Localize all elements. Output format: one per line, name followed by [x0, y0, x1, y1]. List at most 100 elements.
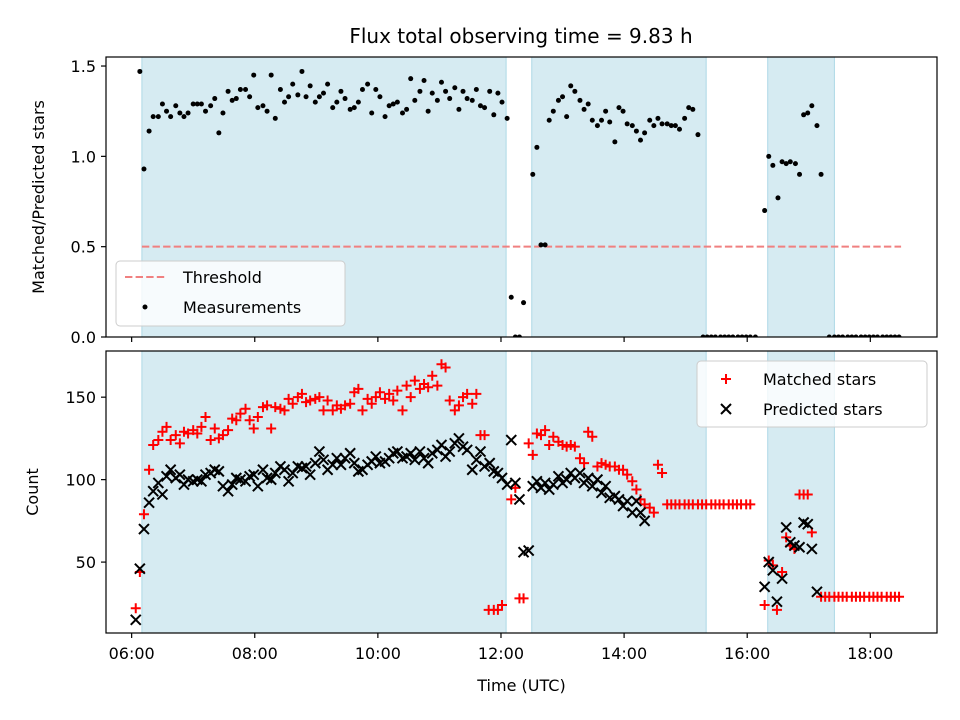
measurement-point	[577, 97, 583, 103]
measurement-point	[194, 101, 200, 107]
measurement-point	[743, 334, 749, 337]
predicted-star-point	[278, 464, 291, 476]
predicted-star-point	[811, 586, 823, 598]
bottom-series-predicted-stars	[130, 432, 823, 626]
matched-star-point	[209, 423, 220, 434]
measurement-point	[730, 334, 736, 337]
predicted-star-point	[331, 452, 343, 464]
measurement-point	[686, 105, 692, 111]
matched-star-point	[231, 415, 242, 426]
measurement-point	[668, 123, 674, 129]
measurement-point	[438, 79, 444, 85]
measurement-point	[303, 94, 309, 100]
bottom-ytick-label: 150	[65, 388, 96, 407]
matched-star-point	[423, 382, 434, 393]
measurement-point	[655, 115, 661, 121]
predicted-star-point	[422, 457, 434, 469]
measurement-point	[491, 112, 497, 118]
measurement-point	[853, 334, 859, 337]
matched-star-point	[392, 385, 403, 396]
measurement-point	[581, 106, 587, 112]
measurement-point	[607, 119, 613, 125]
measurement-point	[286, 94, 292, 100]
measurement-point	[351, 105, 357, 111]
top-ytick-label: 1.0	[71, 147, 96, 166]
legend-measurements-label: Measurements	[183, 298, 301, 317]
predicted-star-point	[138, 523, 150, 535]
matched-star-point	[200, 411, 211, 422]
bottom-shaded-interval-1	[141, 351, 507, 633]
measurement-point	[612, 139, 618, 145]
measurement-point	[295, 92, 301, 98]
measurement-point	[550, 108, 556, 114]
measurement-point	[146, 128, 152, 134]
matched-star-point	[266, 423, 277, 434]
bottom-xtick-label: 10:00	[355, 644, 401, 663]
measurement-point	[469, 97, 475, 103]
measurement-point	[181, 114, 187, 120]
predicted-star-point	[344, 447, 356, 459]
measurement-point	[251, 72, 257, 78]
matched-star-point	[374, 387, 385, 398]
measurement-point	[704, 334, 710, 337]
predicted-star-point	[509, 477, 522, 489]
measurement-point	[735, 334, 741, 337]
measurement-point	[320, 90, 326, 96]
matched-star-point	[401, 380, 412, 391]
predicted-star-point	[630, 495, 643, 507]
predicted-star-point	[348, 457, 360, 469]
matched-star-point	[506, 494, 517, 505]
measurement-point	[642, 130, 648, 136]
measurement-point	[399, 110, 405, 116]
predicted-star-point	[164, 464, 177, 476]
measurement-point	[456, 106, 462, 112]
predicted-star-point	[758, 581, 771, 593]
predicted-star-point	[404, 447, 417, 459]
predicted-star-point	[483, 457, 496, 469]
measurement-point	[801, 112, 807, 118]
predicted-star-point	[174, 468, 186, 481]
measurement-point	[676, 126, 682, 132]
measurement-point	[233, 96, 239, 102]
bottom-xtick-label: 12:00	[478, 644, 524, 663]
matched-star-point	[388, 395, 399, 406]
matched-star-point	[287, 398, 298, 409]
matched-star-point	[587, 431, 598, 442]
matched-star-point	[153, 435, 164, 446]
matched-star-point	[479, 430, 490, 441]
measurement-point	[225, 88, 231, 94]
predicted-star-point	[806, 543, 818, 555]
measurement-point	[487, 88, 493, 94]
measurement-point	[307, 83, 313, 89]
measurement-point	[826, 334, 832, 337]
predicted-star-point	[195, 475, 208, 487]
measurement-point	[237, 87, 243, 93]
matched-star-point	[322, 395, 333, 406]
measurement-point	[624, 121, 630, 127]
predicted-star-point	[134, 562, 146, 575]
predicted-star-point	[147, 485, 159, 497]
top-axes-frame	[105, 56, 938, 338]
measurement-point	[443, 88, 449, 94]
measurement-point	[616, 105, 622, 111]
measurement-point	[722, 334, 728, 337]
top-ytick-label: 1.5	[71, 57, 96, 76]
matched-star-point	[579, 458, 590, 469]
measurement-point	[369, 110, 375, 116]
measurement-point	[452, 85, 458, 91]
matched-star-point	[471, 388, 482, 399]
measurement-point	[836, 334, 842, 337]
matched-star-point	[453, 400, 464, 411]
measurement-point	[325, 81, 331, 87]
measurement-point	[809, 103, 815, 109]
matched-star-point	[427, 370, 438, 381]
measurement-point	[874, 334, 880, 337]
measurement-point	[633, 128, 639, 134]
measurement-point	[499, 99, 505, 105]
predicted-star-point	[313, 445, 326, 458]
measurement-point	[473, 87, 479, 93]
measurement-point	[638, 137, 644, 143]
measurement-point	[712, 334, 718, 337]
matched-star-point	[353, 383, 364, 394]
predicted-star-point	[478, 460, 491, 473]
